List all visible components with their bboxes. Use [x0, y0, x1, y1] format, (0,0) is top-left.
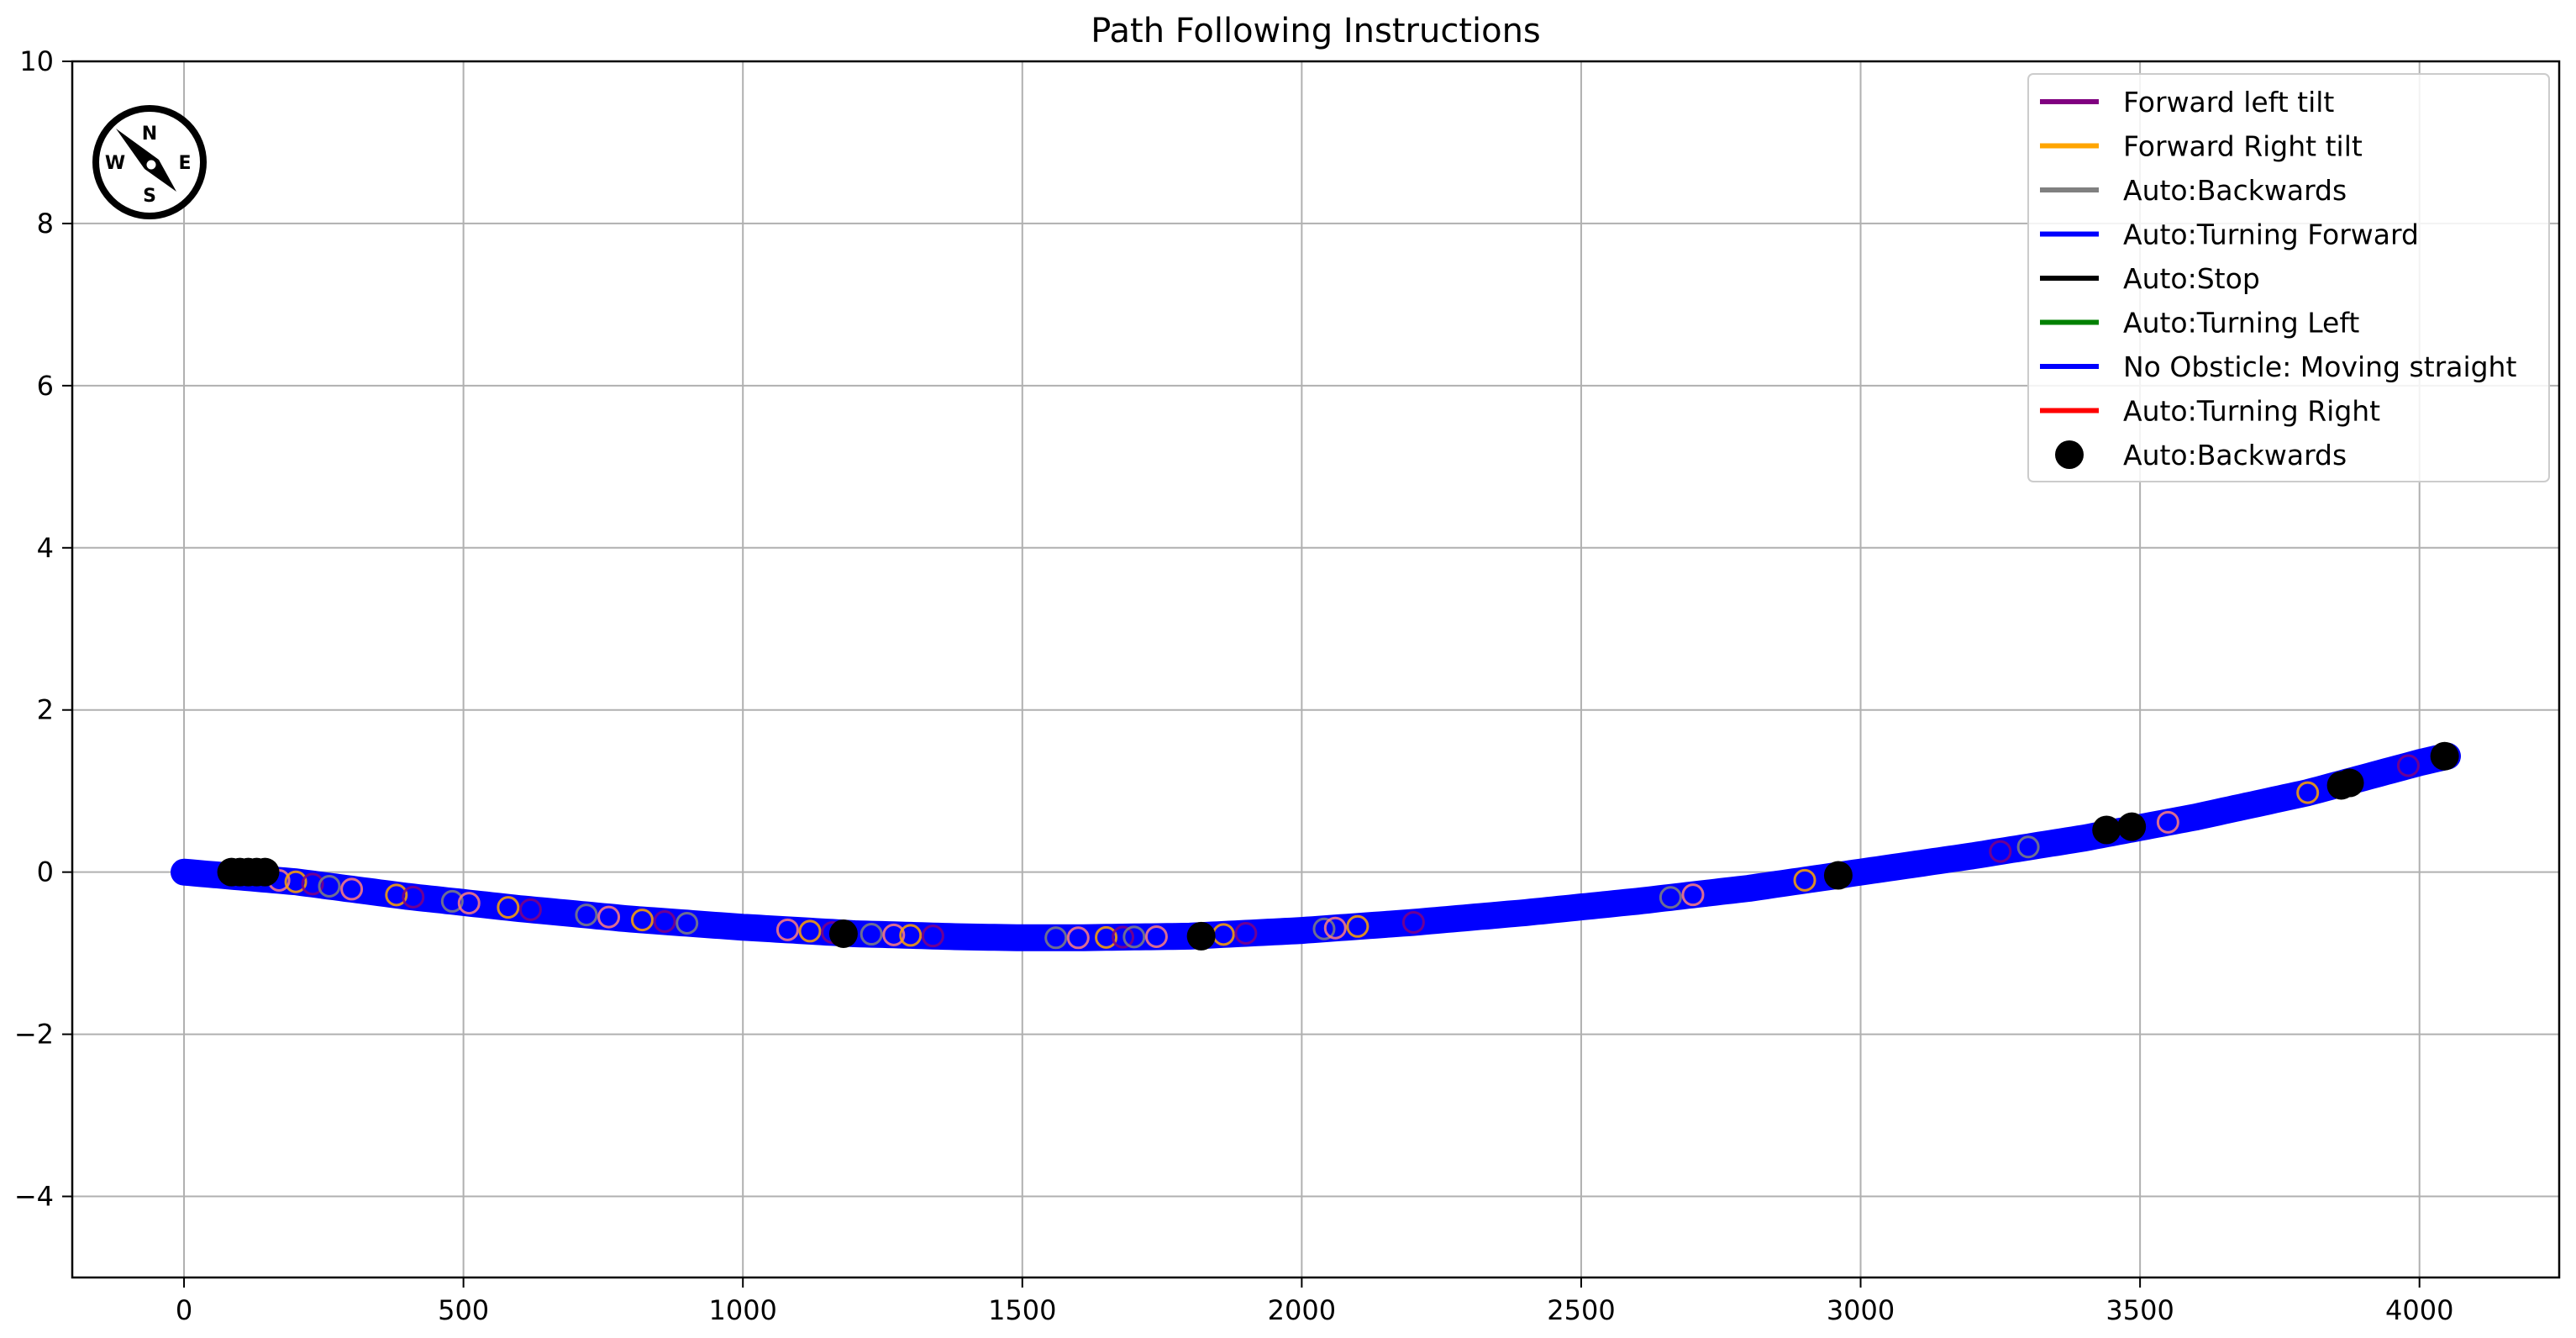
compass-east: E — [178, 153, 191, 174]
tilt-marker — [1323, 916, 1347, 940]
tilt-marker — [284, 870, 308, 893]
legend-label: Auto:Backwards — [2123, 174, 2347, 207]
x-tick-label: 1000 — [708, 1294, 776, 1326]
tilt-marker — [402, 885, 425, 909]
tilt-marker — [1312, 917, 1336, 940]
backward-point — [2117, 812, 2147, 841]
tilt-marker — [385, 883, 408, 907]
legend-label: No Obsticle: Moving straight — [2123, 350, 2516, 383]
tilt-markers — [267, 754, 2420, 950]
tilt-marker — [2396, 754, 2420, 777]
tilt-marker — [676, 911, 699, 935]
x-tick-label: 3000 — [1827, 1294, 1895, 1326]
y-tick-label: 2 — [37, 694, 54, 726]
tilt-marker — [899, 924, 923, 947]
tilt-marker — [630, 909, 654, 932]
x-tick-label: 2000 — [1268, 1294, 1336, 1326]
x-axis-ticks: 0 500 1000 1500 2000 2500 3000 3500 4000 — [176, 1277, 2453, 1326]
y-tick-label: 6 — [37, 370, 54, 402]
y-tick-label: 10 — [19, 45, 54, 77]
y-tick-label: −2 — [14, 1019, 54, 1051]
tilt-marker — [1122, 925, 1146, 949]
tilt-marker — [2156, 810, 2179, 834]
tilt-marker — [301, 872, 324, 896]
y-tick-label: 8 — [37, 208, 54, 240]
backward-point — [1186, 921, 1216, 951]
backward-points — [217, 741, 2459, 951]
tilt-marker — [1793, 868, 1816, 892]
path-line — [171, 742, 2461, 951]
legend-label: Auto:Stop — [2123, 262, 2260, 295]
tilt-marker — [653, 910, 676, 934]
tilt-marker — [798, 919, 822, 943]
legend-label: Auto:Turning Right — [2123, 395, 2380, 428]
tilt-marker — [1044, 926, 1068, 950]
x-tick-label: 4000 — [2385, 1294, 2453, 1326]
y-tick-label: 0 — [37, 856, 54, 888]
tilt-marker — [882, 923, 906, 946]
backward-point — [1823, 861, 1853, 890]
tilt-marker — [1234, 921, 1258, 945]
tilt-marker — [575, 903, 598, 927]
tilt-marker — [1989, 840, 2012, 863]
tilt-marker — [318, 874, 341, 898]
tilt-marker — [597, 905, 621, 929]
backward-point — [250, 857, 280, 887]
legend-label: Forward left tilt — [2123, 86, 2334, 119]
x-tick-label: 1500 — [988, 1294, 1056, 1326]
tilt-marker — [775, 918, 799, 941]
tilt-marker — [2296, 781, 2320, 804]
legend-label: Forward Right tilt — [2123, 130, 2363, 163]
compass-icon: N S E W — [92, 105, 207, 219]
backward-point — [828, 919, 858, 948]
tilt-marker — [457, 892, 481, 915]
legend-label: Auto:Turning Left — [2123, 307, 2359, 340]
tilt-marker — [340, 877, 364, 901]
tilt-marker — [860, 923, 883, 946]
y-tick-label: −4 — [14, 1181, 54, 1213]
y-tick-label: 4 — [37, 532, 54, 564]
tilt-marker — [2016, 835, 2040, 859]
path-trace — [171, 742, 2461, 951]
legend: Forward left tilt Forward Right tilt Auto:… — [2027, 73, 2550, 482]
tilt-marker — [1401, 910, 1425, 934]
y-axis-ticks: −4 −2 0 2 4 6 8 10 — [14, 45, 72, 1213]
x-tick-label: 500 — [438, 1294, 489, 1326]
tilt-marker — [1346, 914, 1369, 938]
tilt-marker — [518, 898, 542, 921]
plot-frame — [71, 60, 2561, 1279]
chart-title: Path Following Instructions — [1091, 12, 1541, 50]
legend-swatch-dot — [2055, 440, 2084, 469]
tilt-marker — [1112, 925, 1135, 949]
compass-south: S — [143, 186, 156, 207]
tilt-marker — [1144, 924, 1168, 948]
compass-north: N — [142, 124, 157, 145]
backward-point — [2335, 768, 2364, 798]
x-tick-label: 0 — [176, 1294, 192, 1326]
x-tick-label: 2500 — [1547, 1294, 1615, 1326]
legend-label: Auto:Backwards — [2123, 439, 2347, 471]
tilt-marker — [440, 889, 464, 913]
backward-point — [2092, 815, 2121, 845]
backward-point — [2430, 741, 2459, 771]
tilt-marker — [1066, 926, 1090, 950]
tilt-marker — [1681, 883, 1705, 907]
legend-box — [2027, 73, 2550, 482]
tilt-marker — [497, 896, 520, 919]
tilt-marker — [921, 924, 944, 948]
compass-west: W — [105, 153, 125, 174]
tilt-marker — [1095, 925, 1118, 949]
legend-label: Auto:Turning Forward — [2123, 219, 2419, 251]
tilt-marker — [1659, 886, 1682, 909]
x-tick-label: 3500 — [2105, 1294, 2174, 1326]
